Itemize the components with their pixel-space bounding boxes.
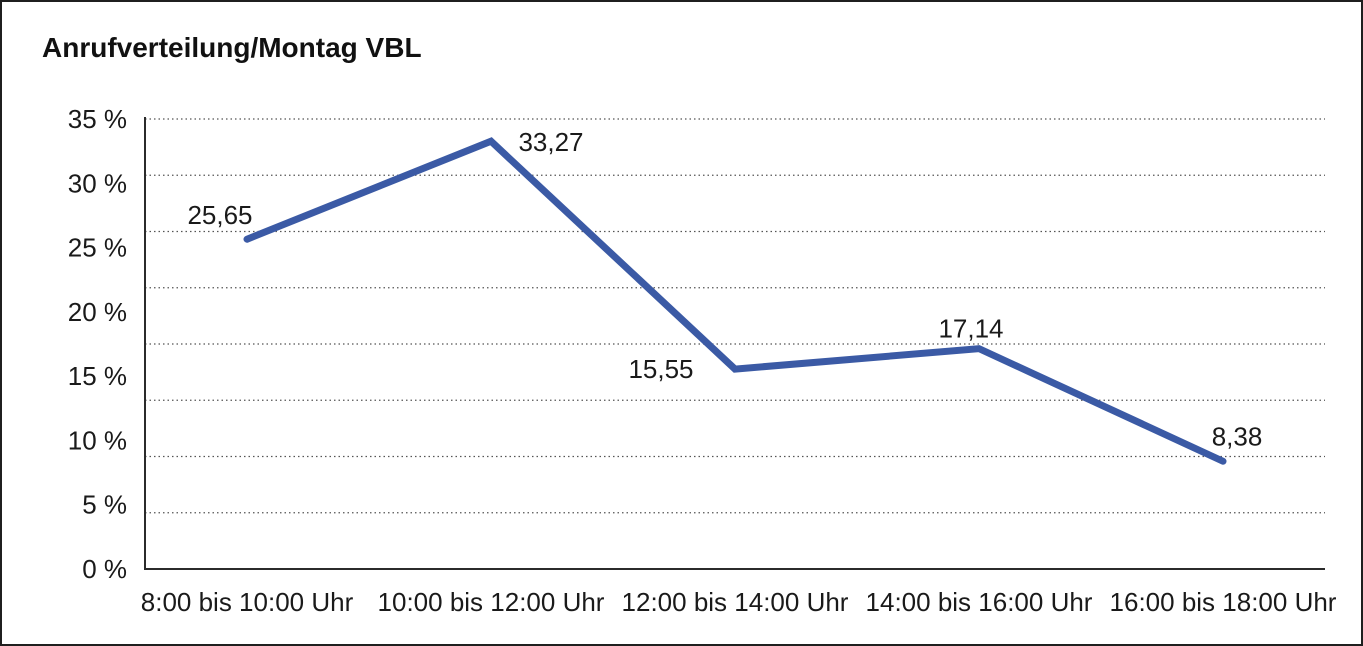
y-tick-label: 10 % <box>68 425 127 455</box>
data-line <box>243 137 1227 465</box>
y-tick-label: 15 % <box>68 361 127 391</box>
y-tick-label: 30 % <box>68 168 127 198</box>
y-tick-label: 5 % <box>82 490 127 520</box>
x-axis-label: 16:00 bis 18:00 Uhr <box>1110 587 1337 617</box>
y-tick-label: 0 % <box>82 554 127 584</box>
data-point-label: 17,14 <box>938 314 1003 344</box>
data-point-label: 8,38 <box>1212 421 1263 451</box>
x-axis-label: 12:00 bis 14:00 Uhr <box>622 587 849 617</box>
x-axis-label: 14:00 bis 16:00 Uhr <box>866 587 1093 617</box>
chart-title: Anrufverteilung/Montag VBL <box>42 32 422 63</box>
data-point-label: 25,65 <box>187 200 252 230</box>
y-tick-label: 20 % <box>68 297 127 327</box>
data-point-label: 15,55 <box>628 354 693 384</box>
y-tick-label: 35 % <box>68 104 127 134</box>
y-tick-label: 25 % <box>68 233 127 263</box>
x-axis-label: 8:00 bis 10:00 Uhr <box>141 587 354 617</box>
x-axis-label: 10:00 bis 12:00 Uhr <box>378 587 605 617</box>
data-point-label: 33,27 <box>518 127 583 157</box>
